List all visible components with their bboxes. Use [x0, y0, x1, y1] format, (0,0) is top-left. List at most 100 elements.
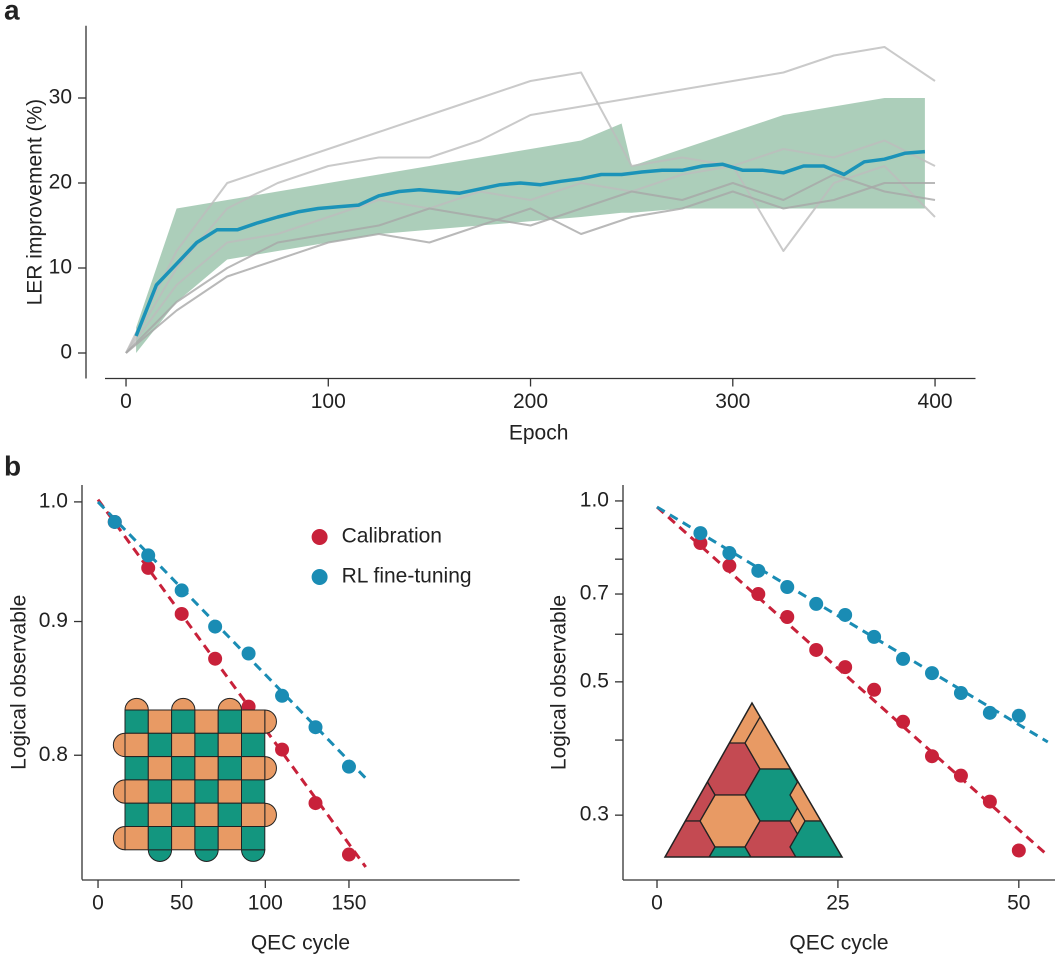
y-tick-label: 20	[49, 171, 72, 194]
data-point	[722, 546, 737, 561]
data-point	[896, 651, 911, 666]
y-tick-label: 0.5	[580, 669, 609, 692]
data-point	[780, 610, 795, 625]
plaquette	[171, 732, 196, 758]
stabilizer-right	[264, 709, 277, 734]
data-point	[838, 660, 853, 675]
data-point	[275, 688, 290, 703]
plaquette	[194, 756, 219, 781]
y-tick-label: 30	[49, 86, 72, 109]
x-tick-label: 100	[311, 390, 346, 413]
data-point	[341, 847, 356, 862]
fit-line	[96, 500, 367, 780]
plaquette	[194, 709, 219, 734]
plaquette	[147, 802, 173, 828]
data-point	[308, 796, 323, 811]
plaquette	[171, 709, 196, 734]
data-point	[838, 607, 853, 622]
plaquette	[147, 709, 173, 734]
data-point	[780, 580, 795, 595]
plaquette	[241, 709, 266, 734]
stabilizer-right	[264, 802, 277, 828]
y-tick-label: 1.0	[580, 488, 609, 511]
legend-label: RL fine-tuning	[342, 565, 472, 588]
data-point	[751, 563, 766, 578]
panel-label: b	[4, 450, 21, 481]
y-tick-label: 0.9	[39, 609, 68, 632]
panel: b 1.0 0.9 0.8 0 50 100 150 QEC cycle Logical obse…	[4, 450, 520, 955]
data-point	[174, 583, 189, 598]
x-tick-label: 150	[331, 892, 366, 915]
x-tick-label: 25	[826, 892, 849, 915]
run-line	[125, 165, 936, 354]
data-point	[982, 794, 997, 809]
legend-marker	[311, 529, 328, 545]
plaquette	[194, 802, 219, 828]
data-point	[174, 606, 189, 621]
stabilizer-bottom	[240, 849, 266, 862]
data-point	[924, 666, 939, 681]
stabilizer-left	[112, 732, 126, 758]
plaquette	[241, 732, 266, 758]
x-tick-label: 0	[120, 390, 132, 413]
plaquette	[241, 826, 266, 851]
plaquette	[171, 779, 196, 804]
y-axis-label: LER improvement (%)	[24, 99, 47, 306]
stabilizer-bottom	[194, 849, 219, 862]
x-tick-label: 0	[651, 892, 663, 915]
plaquette	[217, 709, 242, 734]
y-axis-label: Logical observable	[548, 595, 571, 770]
plaquette	[217, 732, 242, 758]
plaquette	[241, 779, 266, 804]
plaquette	[124, 779, 149, 804]
x-tick-label: 400	[918, 390, 953, 413]
plaquette	[124, 732, 149, 758]
y-tick-label: 0.3	[580, 803, 609, 826]
data-point	[924, 749, 939, 764]
run-line	[134, 149, 926, 337]
data-point	[867, 682, 882, 697]
color-code-inset	[665, 703, 842, 857]
data-point	[241, 646, 256, 661]
legend-marker	[311, 569, 328, 585]
stabilizer-top	[124, 697, 149, 711]
panel-label: a	[4, 0, 20, 25]
data-point	[208, 651, 223, 666]
data-point	[722, 558, 737, 573]
data-point	[693, 536, 708, 551]
x-tick-label: 100	[248, 892, 283, 915]
x-axis-label: QEC cycle	[251, 932, 350, 955]
spread-band	[136, 98, 925, 353]
stabilizer-left	[112, 779, 126, 804]
plaquette	[171, 826, 196, 851]
plaquette	[217, 826, 242, 851]
plaquette	[124, 802, 149, 828]
legend-label: Calibration	[342, 525, 442, 548]
y-tick-label: 0	[60, 341, 72, 364]
plaquette	[147, 779, 173, 804]
stabilizer-top	[217, 697, 243, 711]
plaquette	[194, 779, 219, 804]
plaquette	[124, 756, 149, 781]
stabilizer-left	[112, 825, 126, 851]
data-point	[275, 742, 290, 757]
triangle-outline	[663, 701, 844, 858]
plaquette	[217, 802, 242, 828]
plaquette	[194, 732, 219, 758]
data-point	[141, 560, 156, 575]
square-code-inset	[112, 697, 277, 862]
data-point	[341, 759, 356, 774]
data-point	[208, 619, 223, 634]
data-point	[867, 629, 882, 644]
data-point	[693, 526, 708, 541]
fit-line	[656, 505, 1049, 857]
data-point	[751, 587, 766, 602]
data-point	[809, 596, 824, 611]
data-point	[107, 514, 122, 529]
plaquette	[147, 826, 173, 851]
data-point	[809, 642, 824, 657]
data-point	[308, 720, 323, 735]
plaquette	[217, 779, 242, 804]
